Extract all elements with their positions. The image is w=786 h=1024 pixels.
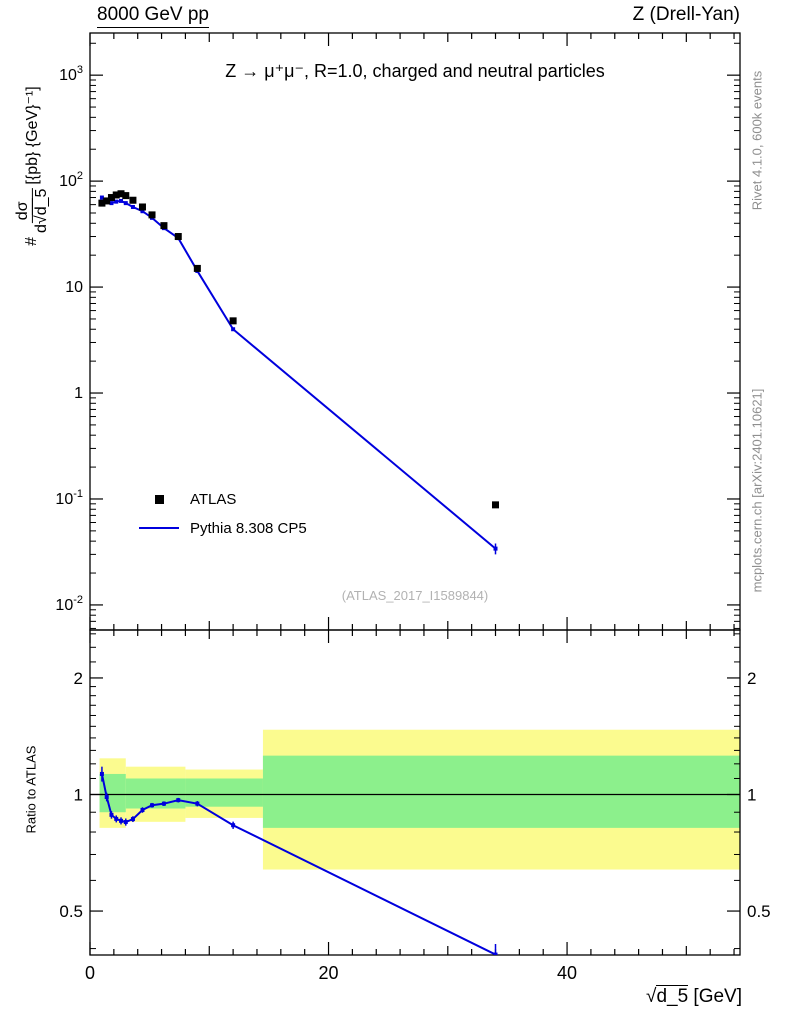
x-axis-label: √d_5 [GeV] bbox=[646, 985, 742, 1008]
xlabel-root-text: d_5 bbox=[656, 985, 689, 1007]
beam-energy-label: 8000 GeV pp bbox=[97, 4, 209, 28]
analysis-reference-label: (ATLAS_2017_I1589844) bbox=[341, 588, 489, 603]
svg-text:10-1: 10-1 bbox=[55, 488, 83, 508]
ratio-y-axis-label: Ratio to ATLAS bbox=[23, 745, 39, 834]
svg-text:0.5: 0.5 bbox=[59, 902, 83, 921]
svg-text:102: 102 bbox=[59, 170, 83, 190]
ylabel-prefix: # bbox=[23, 236, 40, 246]
svg-text:1: 1 bbox=[74, 786, 83, 805]
svg-text:1: 1 bbox=[74, 385, 83, 402]
plot-title: Z → μ⁺μ⁻, R=1.0, charged and neutral par… bbox=[225, 61, 605, 81]
rivet-version-watermark: Rivet 4.1.0, 600k events bbox=[749, 70, 765, 211]
main-y-axis-label: # dσ d√d_5 [{pb} {GeV}⁻¹] bbox=[13, 26, 50, 306]
legend-item-pythia: Pythia 8.308 CP5 bbox=[136, 515, 307, 541]
svg-text:40: 40 bbox=[557, 963, 577, 983]
legend-label-pythia: Pythia 8.308 CP5 bbox=[190, 519, 307, 537]
svg-text:0.5: 0.5 bbox=[747, 902, 771, 921]
ylabel-units: [{pb} {GeV}⁻¹] bbox=[24, 86, 41, 185]
svg-text:103: 103 bbox=[59, 64, 83, 84]
process-label: Z (Drell-Yan) bbox=[632, 4, 740, 25]
svg-text:0: 0 bbox=[85, 963, 95, 983]
ylabel-fraction: dσ d√d_5 bbox=[13, 188, 50, 233]
atlas-marker-swatch bbox=[154, 494, 164, 504]
svg-text:2: 2 bbox=[74, 669, 83, 688]
mcplots-watermark: mcplots.cern.ch [arXiv:2401.10621] bbox=[749, 388, 765, 593]
legend-label-atlas: ATLAS bbox=[190, 490, 237, 508]
svg-text:10: 10 bbox=[65, 279, 83, 296]
svg-text:20: 20 bbox=[319, 963, 339, 983]
xlabel-units: [GeV] bbox=[688, 986, 742, 1007]
xlabel-root-symbol: √ bbox=[646, 986, 657, 1007]
legend-item-atlas: ATLAS bbox=[136, 486, 236, 512]
svg-text:1: 1 bbox=[747, 786, 756, 805]
svg-text:2: 2 bbox=[747, 669, 756, 688]
pythia-line-swatch bbox=[139, 526, 179, 530]
svg-text:10-2: 10-2 bbox=[55, 594, 83, 614]
